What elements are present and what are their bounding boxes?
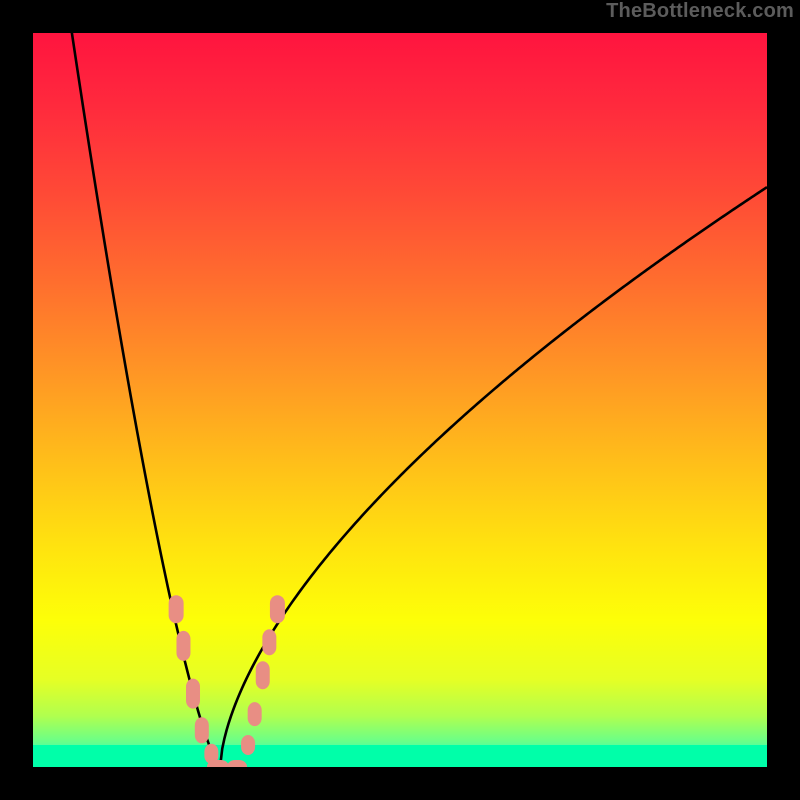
green-band	[33, 745, 767, 767]
curve-marker	[195, 717, 209, 743]
curve-marker	[270, 595, 285, 623]
curve-marker	[169, 595, 184, 623]
curve-marker	[176, 631, 190, 661]
chart-svg	[0, 0, 800, 800]
curve-marker	[241, 735, 255, 755]
curve-marker	[186, 679, 200, 709]
chart-stage: TheBottleneck.com	[0, 0, 800, 800]
curve-marker	[262, 629, 276, 655]
plot-background	[33, 33, 767, 767]
curve-marker	[256, 661, 270, 689]
watermark-text: TheBottleneck.com	[606, 0, 794, 23]
curve-marker	[248, 702, 262, 726]
